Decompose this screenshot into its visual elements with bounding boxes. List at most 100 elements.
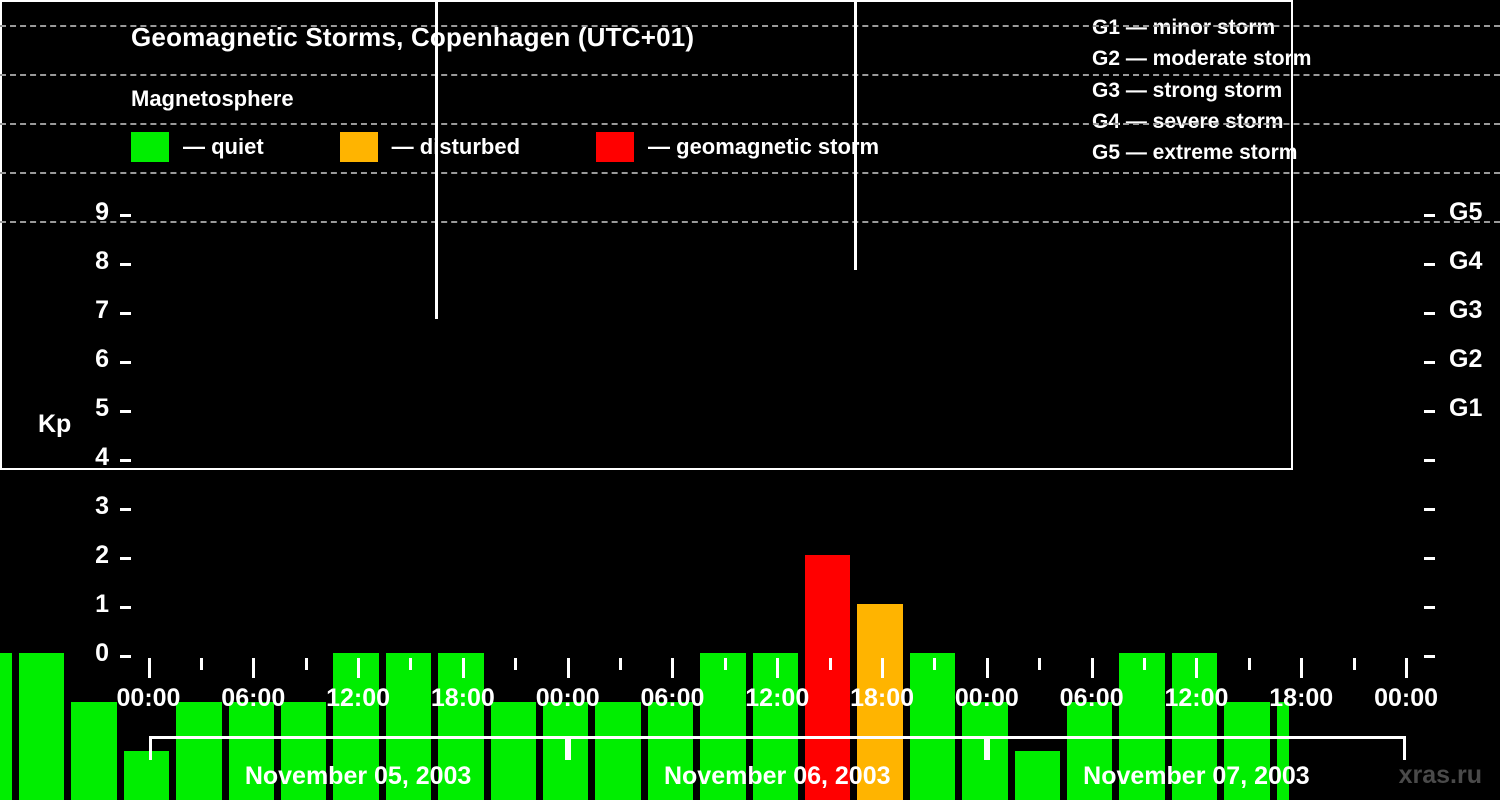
x-tick-9: [619, 658, 623, 670]
x-tick-24: [1405, 658, 1409, 678]
x-tick-label-8: 00:00: [954, 684, 1019, 712]
y-tick-label-9: 9: [95, 197, 109, 226]
date-bracket-1-end-1: [564, 736, 568, 760]
y-tick-right-1: [1424, 605, 1435, 609]
x-tick-7: [514, 658, 518, 670]
x-tick-label-5: 06:00: [640, 684, 705, 712]
y-tick-left-0: [120, 655, 131, 658]
y-axis-title: Kp: [38, 410, 72, 438]
day-divider-1: [434, 0, 438, 319]
x-tick-21: [1247, 658, 1251, 670]
page-title: Geomagnetic Storms, Copenhagen (UTC+01): [131, 22, 695, 52]
x-tick-11: [723, 658, 727, 670]
y-tick-left-4: [120, 458, 131, 462]
g-scale-line-g4: G4 — severe storm: [1092, 109, 1284, 133]
y-tick-left-2: [120, 556, 131, 560]
x-tick-10: [671, 658, 675, 678]
g-scale-line-g2: G2 — moderate storm: [1092, 47, 1312, 71]
legend-item-disturbed: — disturbed: [339, 132, 520, 162]
bar-6: [333, 652, 379, 800]
g-axis-label-g3: G3: [1449, 295, 1483, 324]
bar-16: [857, 603, 903, 800]
x-tick-label-11: 18:00: [1269, 684, 1334, 712]
g-scale-legend: G1 — minor storm G2 — moderate storm G3 …: [1064, 12, 1484, 168]
bar-21: [1119, 652, 1165, 800]
x-tick-1: [199, 658, 203, 670]
x-tick-label-3: 18:00: [430, 684, 495, 712]
x-tick-19: [1143, 658, 1147, 670]
day-label-1: November 05, 2003: [244, 762, 472, 790]
g-scale-line-g3: G3 — strong storm: [1092, 78, 1283, 102]
y-tick-label-0: 0: [95, 639, 109, 667]
x-tick-23: [1352, 658, 1356, 670]
legend-label-storm: — geomagnetic storm: [648, 134, 880, 159]
x-tick-label-0: 00:00: [116, 684, 181, 712]
y-tick-label-2: 2: [95, 540, 109, 569]
bar-4: [228, 701, 274, 800]
y-tick-left-8: [120, 262, 131, 266]
y-tick-label-4: 4: [95, 442, 109, 471]
y-tick-label-7: 7: [95, 295, 109, 324]
y-tick-left-3: [120, 507, 131, 511]
date-bracket-3-end-1: [1403, 736, 1407, 760]
g-axis-label-g5: G5: [1449, 197, 1483, 226]
legend-label-quiet: — quiet: [183, 134, 264, 159]
bar-0: [19, 652, 65, 800]
x-tick-15: [933, 658, 937, 670]
y-tick-right-9: [1424, 213, 1435, 217]
date-bracket-1-end-0: [148, 736, 152, 760]
watermark: xras.ru: [1398, 761, 1482, 789]
y-tick-label-1: 1: [95, 589, 109, 618]
x-tick-8: [566, 658, 570, 678]
y-tick-label-3: 3: [95, 491, 109, 520]
g-axis-label-g2: G2: [1449, 344, 1483, 373]
chart-subtitle: Magnetosphere: [131, 86, 294, 111]
bar-7: [385, 652, 432, 800]
bar-14: [752, 652, 798, 800]
bar-23: [1224, 701, 1270, 800]
legend-swatch-disturbed: [339, 132, 378, 162]
legend-item-storm: — geomagnetic storm: [596, 132, 879, 162]
x-tick-4: [357, 658, 361, 678]
y-tick-left-7: [120, 311, 131, 315]
gridline-kp-6: [0, 171, 1500, 174]
g-scale-line-g5: G5 — extreme storm: [1092, 141, 1298, 165]
bar-22: [1171, 652, 1218, 800]
y-tick-right-3: [1424, 507, 1435, 511]
legend-item-quiet: — quiet: [131, 132, 264, 162]
y-tick-label-6: 6: [95, 344, 109, 373]
y-tick-right-6: [1424, 360, 1435, 364]
y-tick-right-2: [1424, 556, 1435, 560]
bar-3: [176, 701, 222, 800]
bar-17: [909, 652, 956, 800]
g-scale-line-g1: G1 — minor storm: [1092, 16, 1276, 39]
x-tick-22: [1300, 658, 1304, 678]
x-tick-5: [409, 658, 413, 670]
bar-5: [280, 701, 327, 800]
x-tick-12: [776, 658, 780, 678]
bar-15: [804, 554, 851, 800]
x-tick-16: [985, 658, 989, 678]
x-tick-0: [147, 658, 151, 678]
day-label-3: November 07, 2003: [1083, 762, 1310, 790]
bar-partial-trailing: [1276, 701, 1289, 800]
y-tick-left-6: [120, 360, 131, 364]
x-tick-3: [304, 658, 308, 670]
y-tick-right-4: [1424, 458, 1435, 462]
x-tick-18: [1090, 658, 1094, 678]
x-tick-label-9: 06:00: [1059, 684, 1124, 712]
legend-swatch-quiet: [131, 132, 169, 162]
y-tick-left-9: [120, 213, 131, 217]
g-axis-label-g1: G1: [1449, 393, 1483, 422]
x-tick-6: [461, 658, 465, 678]
date-bracket-2-end-1: [983, 736, 987, 760]
y-tick-right-0: [1424, 655, 1435, 658]
bar-13: [700, 652, 746, 800]
date-bracket-2-end-0: [567, 736, 571, 760]
day-divider-2: [853, 0, 857, 270]
y-tick-left-5: [120, 409, 131, 413]
y-tick-right-8: [1424, 262, 1435, 266]
x-tick-13: [828, 658, 832, 670]
bar-12: [647, 701, 694, 800]
